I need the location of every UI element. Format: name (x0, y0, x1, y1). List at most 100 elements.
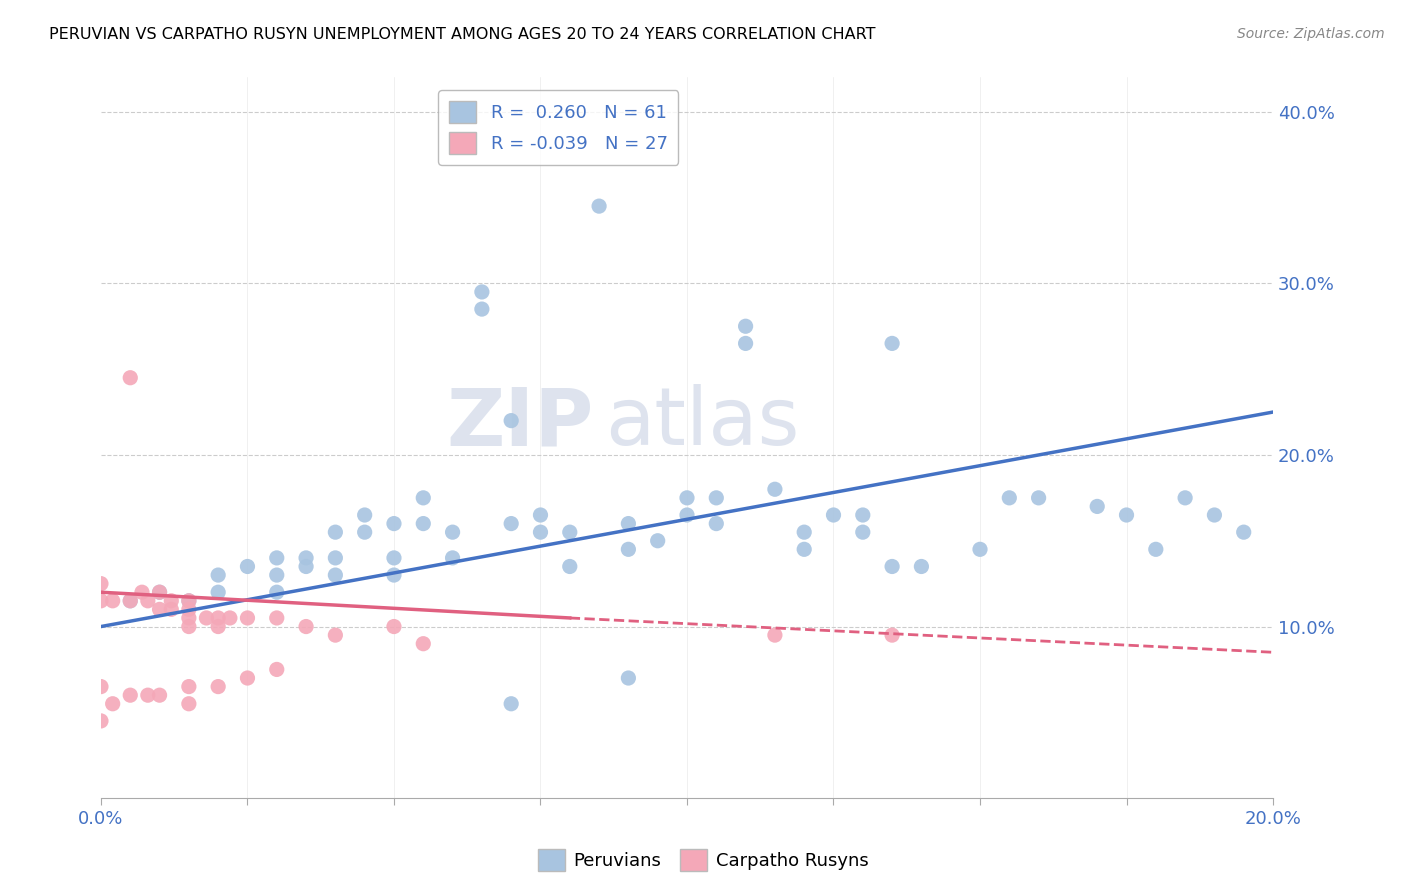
Point (734, 336, 756, 351)
Point (120, 688, 142, 702)
Point (325, 568, 347, 582)
Text: ZIP: ZIP (446, 384, 593, 462)
Point (617, 671, 640, 685)
Point (1115, 508, 1137, 522)
Point (763, 628, 786, 642)
Point (969, 542, 991, 557)
Point (529, 508, 551, 522)
Point (501, 697, 523, 711)
Point (529, 525, 551, 540)
Point (471, 302, 494, 317)
Point (676, 491, 699, 505)
Point (148, 688, 170, 702)
Point (207, 568, 229, 582)
Point (793, 542, 815, 557)
Point (177, 594, 200, 608)
Text: atlas: atlas (605, 384, 800, 462)
Point (177, 697, 200, 711)
Point (793, 525, 815, 540)
Legend: R =  0.260   N = 61, R = -0.039   N = 27: R = 0.260 N = 61, R = -0.039 N = 27 (439, 90, 678, 165)
Point (588, 199, 610, 213)
Point (1144, 542, 1167, 557)
Point (160, 594, 183, 608)
Point (647, 533, 669, 548)
Point (266, 568, 288, 582)
Point (236, 611, 259, 625)
Point (501, 516, 523, 531)
Point (501, 414, 523, 428)
Point (617, 516, 640, 531)
Point (195, 611, 218, 625)
Point (207, 619, 229, 633)
Point (704, 491, 727, 505)
Legend: Peruvians, Carpatho Rusyns: Peruvians, Carpatho Rusyns (530, 842, 876, 879)
Point (207, 680, 229, 694)
Point (90, 576, 112, 591)
Point (676, 508, 699, 522)
Point (120, 594, 142, 608)
Point (177, 594, 200, 608)
Point (441, 525, 464, 540)
Text: Source: ZipAtlas.com: Source: ZipAtlas.com (1237, 27, 1385, 41)
Point (295, 550, 318, 565)
Point (1028, 491, 1050, 505)
Point (219, 611, 242, 625)
Point (558, 559, 581, 574)
Point (266, 662, 288, 676)
Point (136, 688, 159, 702)
Point (382, 568, 405, 582)
Point (177, 611, 200, 625)
Point (160, 602, 183, 616)
Point (177, 602, 200, 616)
Point (266, 550, 288, 565)
Point (558, 525, 581, 540)
Point (382, 550, 405, 565)
Point (823, 508, 845, 522)
Point (998, 491, 1021, 505)
Point (120, 594, 142, 608)
Point (471, 285, 494, 299)
Point (412, 516, 434, 531)
Point (207, 585, 229, 599)
Point (236, 671, 259, 685)
Point (880, 559, 903, 574)
Point (910, 559, 932, 574)
Point (177, 619, 200, 633)
Point (704, 516, 727, 531)
Point (207, 611, 229, 625)
Point (852, 508, 875, 522)
Point (353, 525, 375, 540)
Point (266, 611, 288, 625)
Point (101, 594, 124, 608)
Point (236, 559, 259, 574)
Point (734, 319, 756, 334)
Point (412, 491, 434, 505)
Text: PERUVIAN VS CARPATHO RUSYN UNEMPLOYMENT AMONG AGES 20 TO 24 YEARS CORRELATION CH: PERUVIAN VS CARPATHO RUSYN UNEMPLOYMENT … (49, 27, 876, 42)
Point (90, 714, 112, 728)
Point (295, 559, 318, 574)
Point (177, 680, 200, 694)
Point (412, 637, 434, 651)
Point (295, 619, 318, 633)
Point (325, 525, 347, 540)
Point (617, 542, 640, 557)
Point (325, 550, 347, 565)
Point (148, 585, 170, 599)
Point (1174, 491, 1197, 505)
Point (880, 336, 903, 351)
Point (136, 594, 159, 608)
Point (90, 594, 112, 608)
Point (101, 697, 124, 711)
Point (763, 483, 786, 497)
Point (148, 585, 170, 599)
Point (325, 628, 347, 642)
Point (1204, 508, 1226, 522)
Point (120, 370, 142, 384)
Point (353, 508, 375, 522)
Point (1233, 525, 1256, 540)
Point (148, 602, 170, 616)
Point (266, 585, 288, 599)
Point (441, 550, 464, 565)
Point (131, 585, 153, 599)
Point (382, 516, 405, 531)
